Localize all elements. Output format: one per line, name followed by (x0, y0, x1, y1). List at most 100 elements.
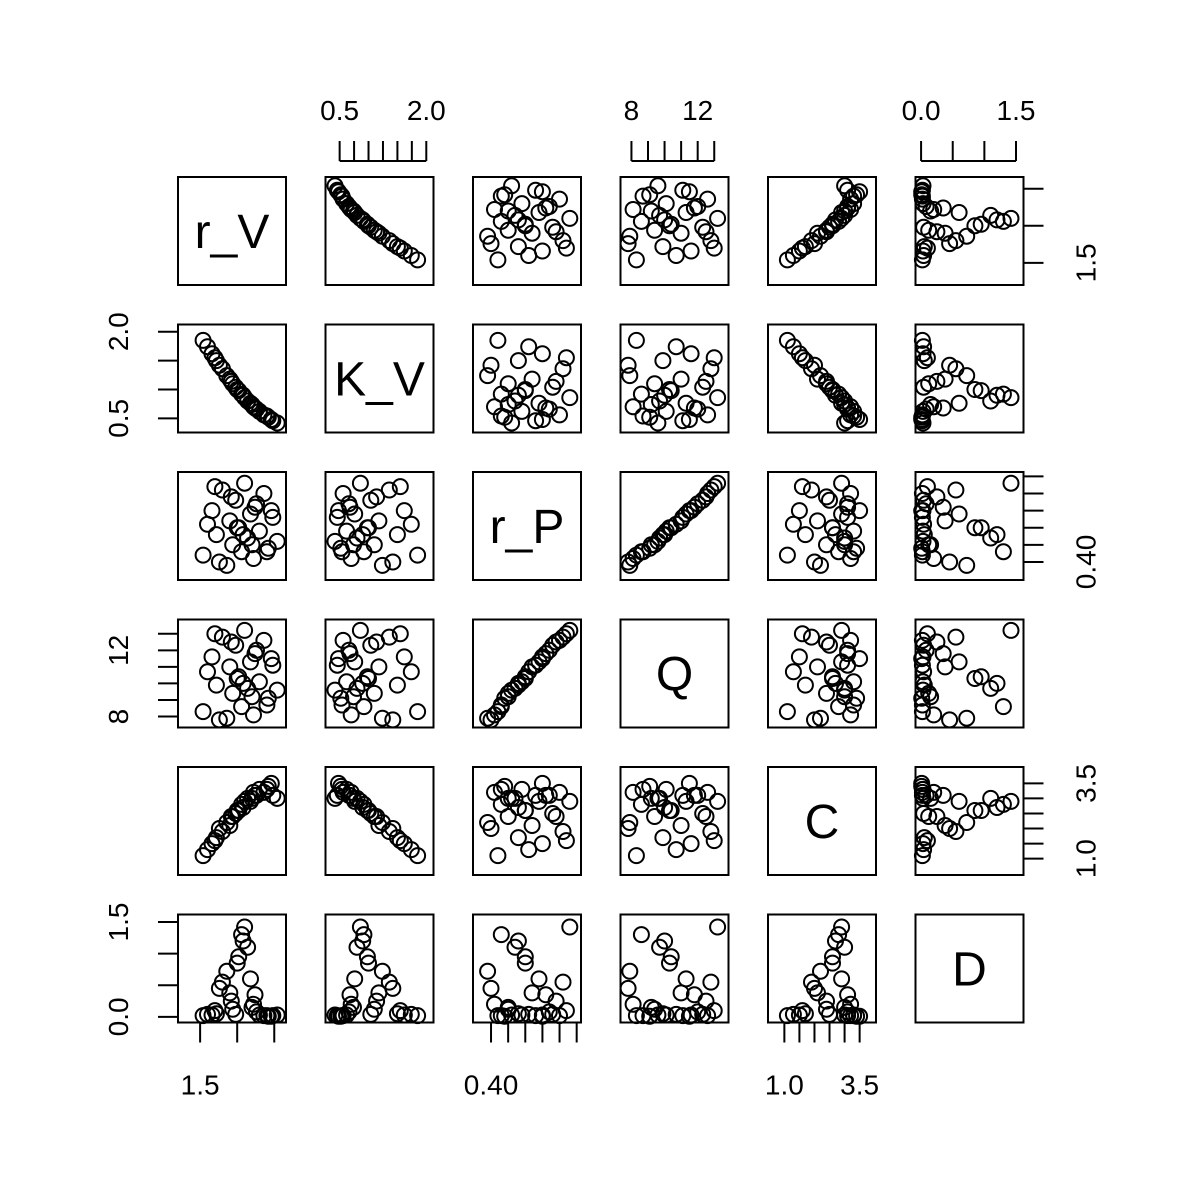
data-point (499, 202, 517, 220)
data-point (661, 381, 678, 398)
data-point (915, 663, 933, 681)
data-point (915, 841, 933, 859)
data-point (259, 408, 277, 426)
data-point (384, 979, 402, 997)
data-point (709, 389, 727, 407)
data-point (523, 370, 541, 388)
data-point (672, 370, 690, 388)
data-point (941, 553, 959, 571)
data-point (355, 698, 373, 716)
data-point (221, 984, 239, 1002)
data-point (918, 625, 936, 643)
data-point (793, 349, 811, 367)
data-point (914, 835, 932, 853)
data-point (409, 1007, 427, 1025)
data-point (365, 1000, 383, 1018)
data-point (839, 986, 857, 1004)
data-point (913, 508, 931, 526)
bottom-tick-label: 3.5 (840, 1070, 879, 1101)
data-point (330, 774, 347, 792)
data-point (482, 235, 500, 253)
data-point (922, 396, 940, 413)
data-point (793, 239, 811, 257)
data-point (395, 1006, 413, 1024)
left-tick-label: 1.5 (103, 903, 134, 942)
data-point (561, 209, 579, 227)
data-point (784, 663, 802, 681)
data-point (228, 670, 246, 687)
top-tick-label: 8 (624, 95, 640, 126)
data-point (667, 247, 685, 264)
data-point (972, 519, 990, 537)
data-point (915, 829, 933, 847)
right-tick-label: 1.5 (1071, 243, 1102, 282)
data-point (674, 1007, 692, 1025)
data-point (672, 817, 690, 834)
panel-border (472, 323, 582, 434)
data-point (206, 478, 224, 496)
data-point (922, 688, 940, 706)
data-point (694, 805, 712, 822)
top-tick-label: 12 (682, 95, 713, 126)
data-point (914, 673, 932, 691)
data-point (228, 802, 246, 819)
data-point (806, 711, 823, 729)
data-point (928, 633, 946, 651)
data-point (836, 177, 854, 195)
data-point (966, 802, 984, 819)
data-point (928, 808, 946, 825)
data-point (913, 689, 931, 707)
data-point (914, 532, 932, 550)
panel-r_V-vs-Q (619, 176, 730, 286)
data-point (697, 992, 715, 1010)
data-point (258, 543, 276, 561)
data-point (338, 522, 356, 540)
data-point (778, 331, 796, 349)
data-point (682, 242, 700, 260)
data-point (851, 650, 869, 668)
data-point (632, 385, 650, 403)
data-point (243, 396, 261, 413)
data-point (547, 633, 565, 651)
panel-r_V-vs-r_P (472, 176, 582, 286)
data-point (402, 663, 420, 681)
data-point (402, 1005, 420, 1023)
data-point (264, 786, 282, 804)
data-point (699, 190, 717, 208)
data-point (499, 998, 517, 1016)
panel-Q-vs-D (913, 618, 1025, 729)
data-point (709, 918, 727, 936)
panel-D-vs-r_P (472, 913, 582, 1025)
data-point (950, 505, 968, 523)
data-point (705, 349, 723, 367)
data-point (516, 217, 534, 235)
data-point (370, 512, 388, 530)
data-point (551, 406, 568, 424)
data-point (391, 625, 409, 643)
data-point (213, 628, 231, 646)
data-point (499, 789, 517, 807)
data-point (533, 411, 551, 428)
data-point (914, 345, 932, 363)
data-point (793, 625, 811, 643)
data-point (682, 835, 700, 853)
data-point (368, 633, 386, 651)
data-point (915, 338, 933, 356)
data-point (492, 187, 510, 205)
data-point (642, 396, 660, 413)
data-point (345, 688, 362, 706)
data-point (395, 648, 413, 666)
data-point (634, 187, 652, 205)
data-point (941, 235, 959, 253)
data-point (547, 808, 565, 825)
panel-C-vs-Q (619, 766, 730, 876)
data-point (657, 402, 675, 420)
data-point (796, 1005, 814, 1023)
data-point (646, 221, 664, 239)
data-point (326, 681, 344, 699)
data-point (268, 789, 286, 807)
panel-r_P-vs-D (913, 471, 1025, 581)
data-point (533, 345, 551, 363)
panel-Q-vs-Q: Q (619, 618, 730, 729)
data-point (516, 954, 534, 972)
